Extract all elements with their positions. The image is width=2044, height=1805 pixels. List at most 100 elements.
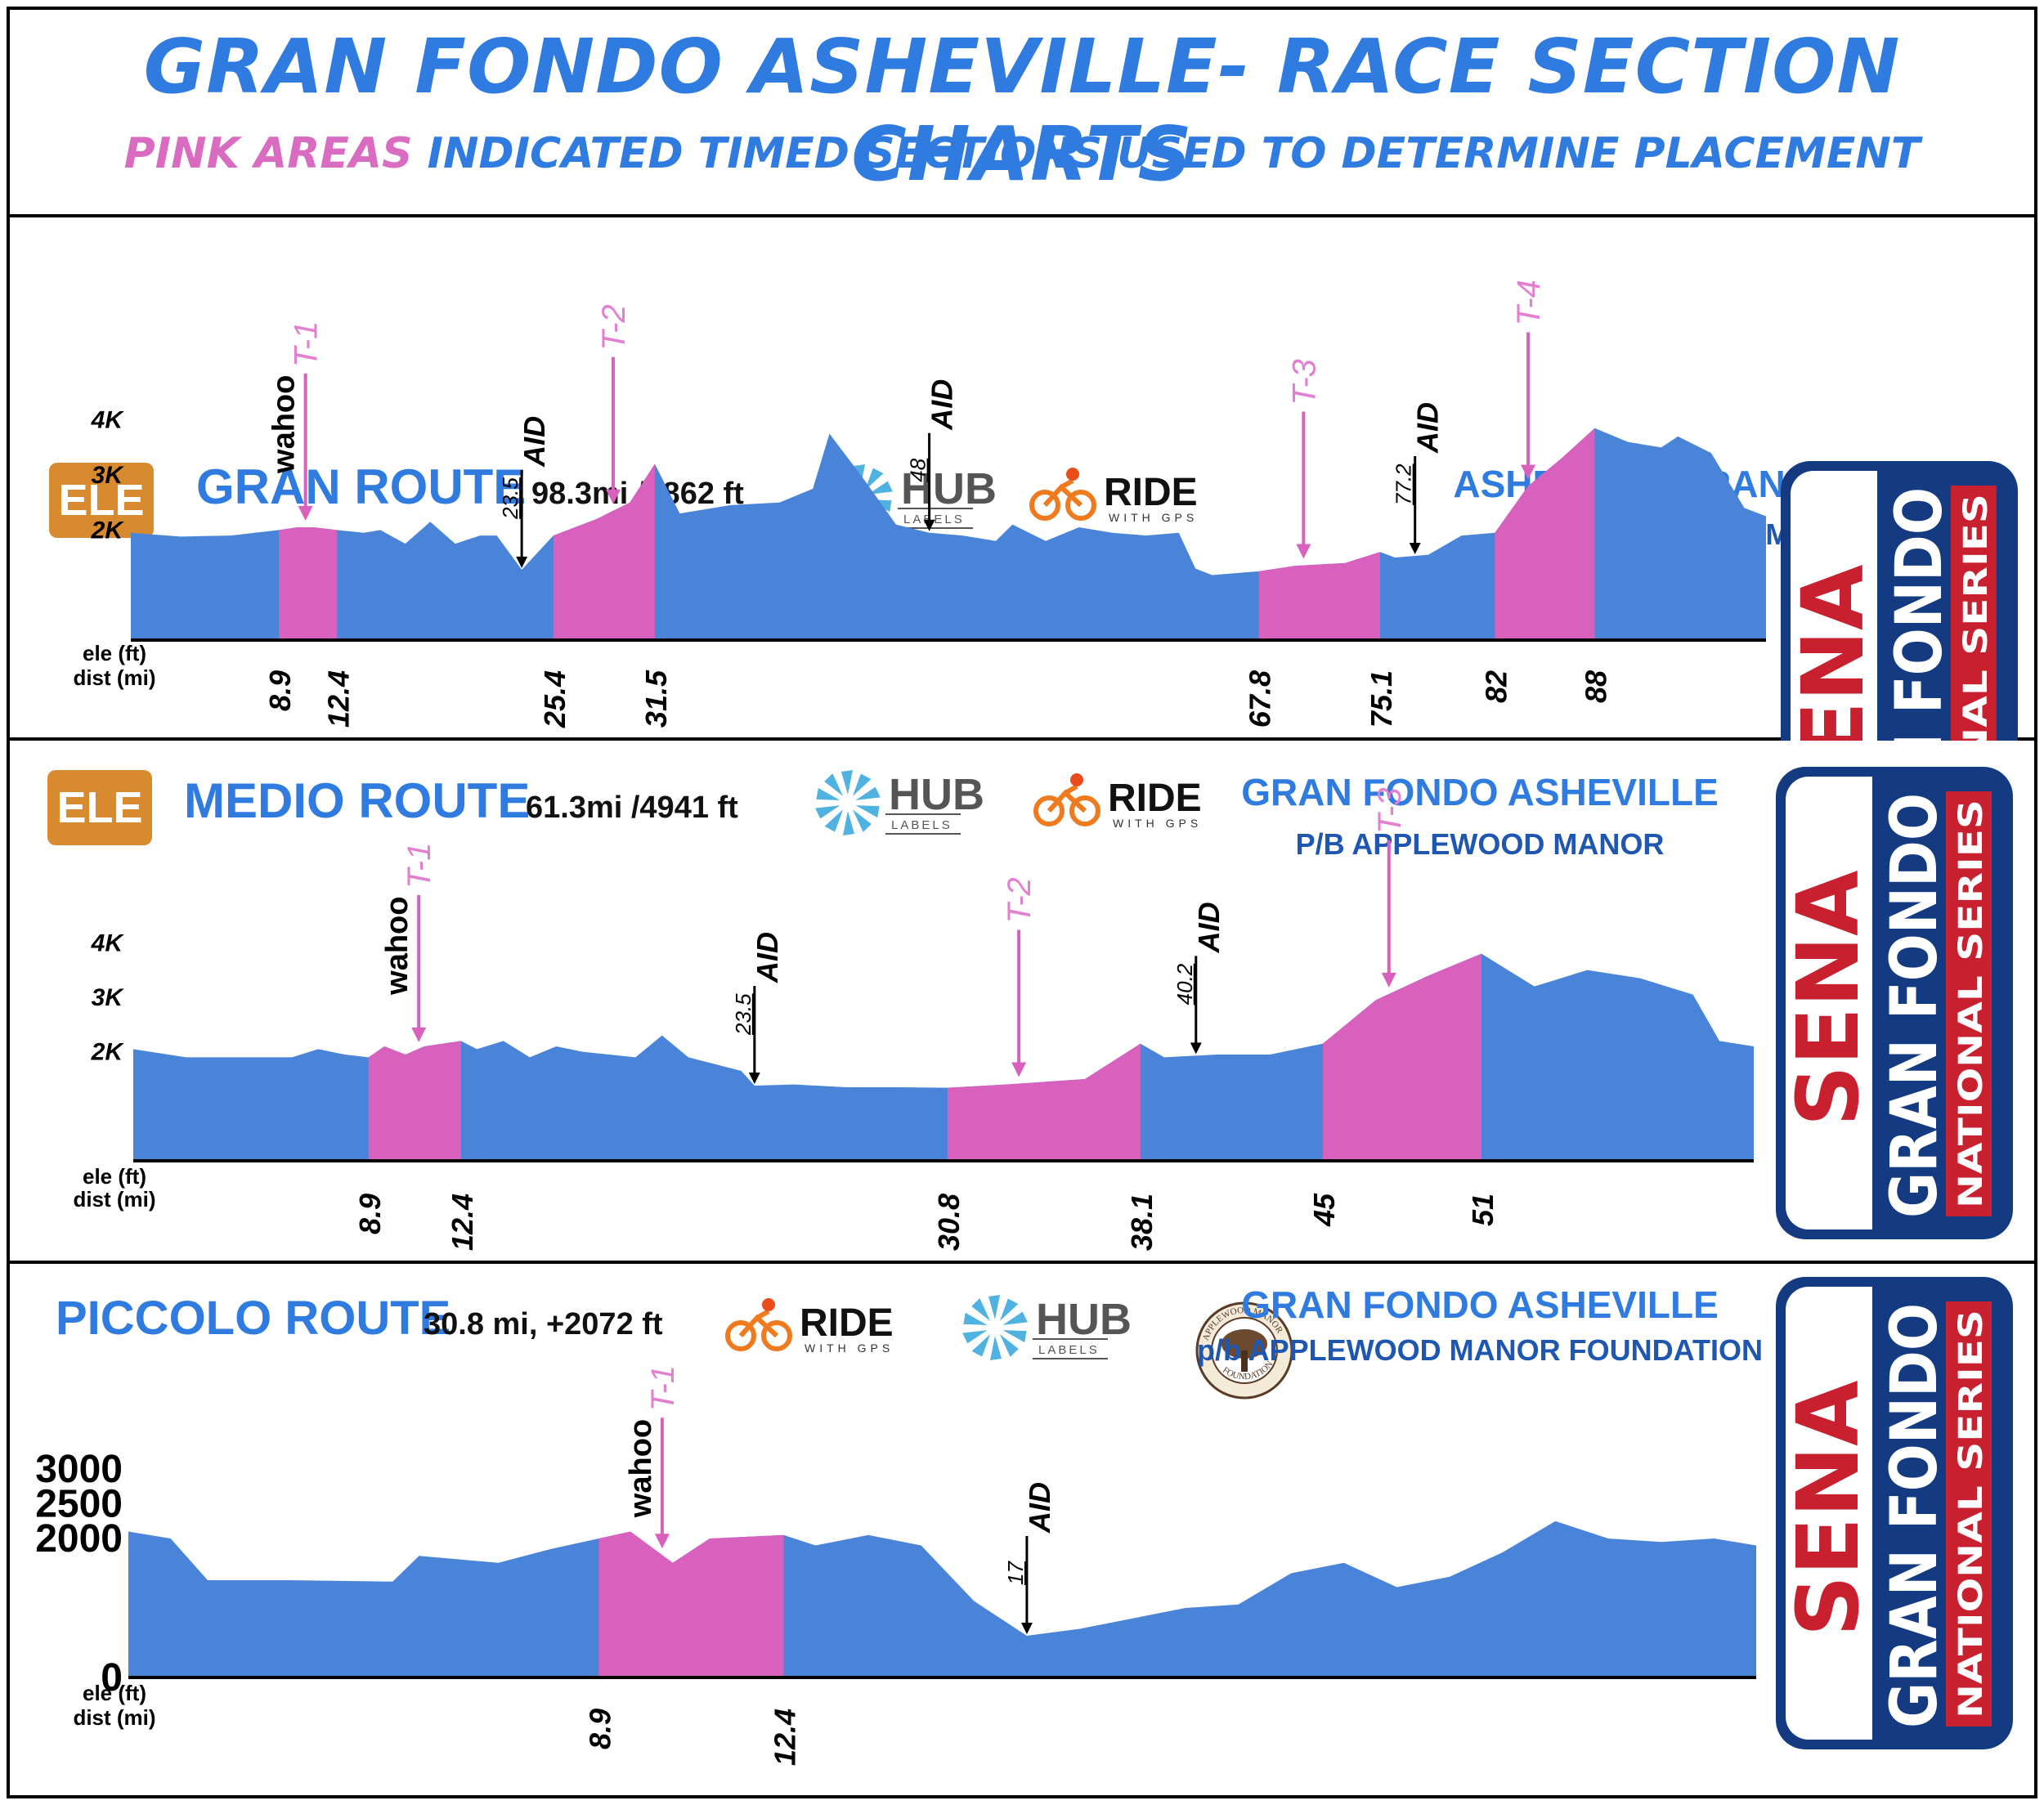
hub-petal-icon <box>824 809 844 832</box>
divider <box>7 737 2037 741</box>
page-frame <box>7 7 2037 1798</box>
hub-petal-icon <box>999 1334 1019 1357</box>
timed-section-2 <box>947 1043 1141 1161</box>
x-tick-label: 8.9 <box>583 1709 616 1749</box>
bike-wheel-icon <box>725 1320 756 1351</box>
x-tick-label: 82 <box>1479 670 1513 703</box>
x-tick-label: 31.5 <box>639 670 673 728</box>
hub-petal-icon <box>855 786 881 800</box>
event-subtitle: P/B APPLEWOOD MANOR <box>1296 827 1665 861</box>
event-title: GRAN FONDO ASHEVILLE <box>1241 771 1719 813</box>
timed-arrow-head <box>1296 544 1311 559</box>
route-title: GRAN ROUTE <box>196 459 526 514</box>
aid-mile-label: 23.5 <box>498 477 522 520</box>
route-title: MEDIO ROUTE <box>184 773 530 828</box>
x-tick-label: 30.8 <box>932 1194 966 1251</box>
ride-sub: WITH GPS <box>805 1341 894 1355</box>
sena-wordmark: SENA <box>1778 1381 1878 1637</box>
aid-label: AID <box>1023 1482 1056 1534</box>
aid-arrow-head <box>923 519 935 531</box>
event-subtitle: p/b APPLEWOOD MANOR FOUNDATION <box>1197 1333 1763 1367</box>
tree-canopy-icon <box>1221 1329 1267 1359</box>
sena-red-band <box>1946 1301 1992 1727</box>
aid-label: AID <box>926 379 959 431</box>
ele-badge-label: ELE <box>58 476 144 525</box>
rider-head-icon <box>1070 773 1083 786</box>
hub-petal-icon <box>990 1336 1002 1360</box>
y-tick-label: 0 <box>101 1656 123 1700</box>
sena-gran-fondo: GRAN FONDO <box>1883 487 1957 741</box>
hub-petal-icon <box>843 811 854 835</box>
x-tick-label: 67.8 <box>1243 670 1276 728</box>
sena-national-series: NATIONAL SERIES <box>1957 494 1995 741</box>
hub-petal-icon <box>999 1298 1019 1321</box>
divider <box>7 214 2037 217</box>
divider <box>7 1261 2037 1264</box>
hub-petal-icon <box>841 770 853 795</box>
timed-label: T-3 <box>1286 359 1322 405</box>
ride-sub: WITH GPS <box>1113 817 1202 830</box>
hub-petal-icon <box>1002 1311 1028 1325</box>
hub-center-icon <box>840 795 856 811</box>
timed-label: T-1 <box>645 1365 681 1411</box>
timed-arrow-head <box>411 1027 427 1042</box>
hub-center-icon <box>987 1319 1003 1336</box>
y-axis-label: ele (ft) <box>83 1164 146 1189</box>
aid-label: AID <box>751 932 784 983</box>
y-tick-label: 4K <box>91 407 125 434</box>
elevation-area <box>128 1521 1756 1677</box>
aid-mile-label: 48 <box>906 458 930 481</box>
sena-gran-fondo-logo: SENA GRAN FONDO NATIONAL SERIES <box>1776 767 2013 1239</box>
hub-petal-icon <box>815 805 840 819</box>
sena-national-series: NATIONAL SERIES <box>1952 799 1990 1208</box>
x-axis-label: dist (mi) <box>73 665 155 690</box>
aid-mile-label: 23.5 <box>731 993 755 1036</box>
hub-petal-icon <box>1002 1330 1027 1343</box>
timed-arrow-head <box>1381 972 1396 988</box>
route-title: PICCOLO ROUTE <box>56 1292 450 1345</box>
timed-label: T-2 <box>596 304 632 350</box>
bike-wheel-icon <box>1033 795 1065 826</box>
subtitle-rest: INDICATED TIMED SECTIONS USED TO DETERMI… <box>427 129 1921 178</box>
aid-arrow-head <box>1190 1042 1202 1055</box>
aid-arrow-head <box>748 1073 760 1084</box>
aid-mile-label: 17 <box>1003 1561 1028 1585</box>
event-title: GRAN FONDO ASHEVILLE <box>1241 1283 1719 1326</box>
x-tick-label: 8.9 <box>353 1194 387 1234</box>
hub-petal-icon <box>852 773 872 796</box>
bike-frame-icon <box>738 1309 779 1338</box>
page-title: GRAN FONDO ASHEVILLE- RACE SECTION CHART… <box>143 23 1901 198</box>
aid-mile-label: 40.2 <box>1172 963 1197 1005</box>
ele-badge <box>47 770 152 845</box>
bike-wheel-icon <box>761 1320 792 1351</box>
aid-label: AID <box>518 416 551 468</box>
x-tick-label: 75.1 <box>1365 670 1398 728</box>
ele-badge <box>49 463 154 538</box>
y-tick-label: 2500 <box>35 1483 123 1526</box>
hub-sub: LABELS <box>903 513 965 526</box>
sena-gran-fondo-logo: SENA GRAN FONDO NATIONAL SERIES <box>1776 1277 2013 1749</box>
timed-section-3 <box>1322 953 1481 1161</box>
y-tick-label: 2K <box>91 517 125 544</box>
hub-petal-icon <box>824 773 844 796</box>
y-tick-label: 3000 <box>35 1448 123 1491</box>
rider-head-icon <box>1066 468 1079 481</box>
timed-section-1 <box>598 1531 784 1677</box>
timed-section-1 <box>279 526 338 640</box>
timed-label: T-2 <box>1002 877 1038 923</box>
hub-petal-icon <box>962 1330 988 1344</box>
x-tick-label: 51 <box>1466 1194 1499 1226</box>
sena-wordmark: SENA <box>1783 565 1883 741</box>
y-tick-label: 2000 <box>35 1517 123 1561</box>
page-subtitle: PINK AREAS INDICATED TIMED SECTIONS USED… <box>0 129 2044 178</box>
hub-wordmark: HUB <box>1036 1295 1132 1344</box>
timed-section-1 <box>368 1041 461 1161</box>
timed-arrow-head <box>298 505 313 521</box>
timed-arrow-head <box>606 489 621 504</box>
sena-red-band <box>1946 791 1992 1216</box>
